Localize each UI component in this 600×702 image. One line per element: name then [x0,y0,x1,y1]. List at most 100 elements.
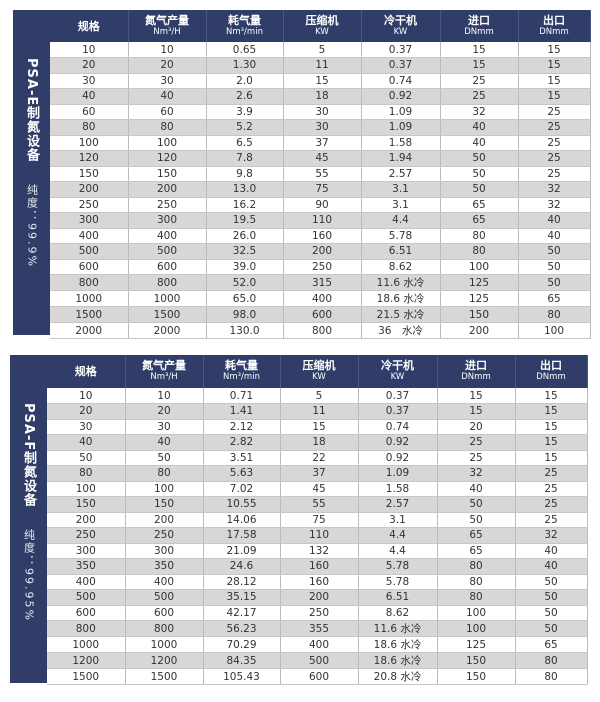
table-cell: 400 [280,636,359,653]
header-row: 规格 氮气产量 Nm³/H 耗气量 Nm³/min 压缩机 KW 冷干机 KW 进口 DNmm 出口 D… [47,355,588,388]
table-row: 500 500 32.5 200 6.51 80 50 [50,243,591,260]
table-cell: 315 [283,274,362,291]
table-cell: 37 [283,135,362,151]
table-cell: 1500 [128,306,207,323]
table-cell: 65 [437,527,516,544]
table-row: 10 10 0.65 5 0.37 15 15 [50,42,591,58]
table-cell: 150 [437,668,516,685]
psa-e-spec-table: PSA-E制氮设备 纯度：99.9% 规格 氮气产量 Nm³/H 耗气量 Nm³/min… [13,10,591,339]
table-cell: 15 [518,42,591,58]
table-cell: 800 [283,322,362,339]
table-cell: 50 [518,243,591,260]
table-cell: 6.51 [358,589,438,606]
table-cell: 18 [283,88,362,105]
table-cell: 1000 [128,290,207,307]
table-cell: 600 [47,605,126,621]
table-cell: 50 [437,496,516,513]
table-cell: 350 [125,558,204,575]
header-label: 出口 [543,13,565,27]
column-header: 氮气产量 Nm³/H [128,10,207,42]
table-cell: 40 [128,88,207,105]
table-row: 1000 1000 70.29 400 18.6 水冷 125 65 [47,636,588,653]
table-cell: 125 [440,290,519,307]
table-cell: 600 [50,259,129,275]
table-cell: 15 [515,450,588,466]
table-cell: 200 [125,512,204,528]
table-cell: 125 [440,274,519,291]
table-cell: 300 [128,212,207,229]
column-header: 冷干机 KW [358,355,438,388]
table-cell: 1.58 [358,481,438,497]
table-cell: 10 [47,388,126,404]
table-cell: 0.37 [358,388,438,404]
table-cell: 15 [280,419,359,435]
table-cell: 50 [125,450,204,466]
table-cell: 600 [280,668,359,685]
table-cell: 110 [283,212,362,229]
table-cell: 25 [515,496,588,513]
header-unit: DNmm [536,372,566,382]
table-cell: 30 [50,73,129,89]
table-cell: 400 [125,574,204,590]
table-cell: 45 [280,481,359,497]
table-cell: 200 [50,181,129,198]
table-cell: 17.58 [203,527,281,544]
table-cell: 42.17 [203,605,281,621]
column-header: 压缩机 KW [283,10,362,42]
table-cell: 800 [125,620,204,637]
table-cell: 130.0 [206,322,284,339]
table-cell: 21.5 水冷 [361,306,441,323]
table-cell: 21.09 [203,543,281,559]
table-cell: 75 [280,512,359,528]
table-cell: 200 [47,512,126,528]
table-cell: 10.55 [203,496,281,513]
table-cell: 32 [515,527,588,544]
table-cell: 8.62 [358,605,438,621]
table-cell: 11.6 水冷 [358,620,438,637]
table-cell: 25 [518,150,591,167]
table-cell: 150 [440,306,519,323]
table-cell: 7.8 [206,150,284,167]
table-cell: 400 [50,228,129,244]
table-cell: 45 [283,150,362,167]
header-label: 压缩机 [302,359,336,372]
table-row: 300 300 19.5 110 4.4 65 40 [50,212,591,229]
table-row: 500 500 35.15 200 6.51 80 50 [47,589,588,606]
table-row: 30 30 2.0 15 0.74 25 15 [50,73,591,89]
table-cell: 200 [128,181,207,198]
table-cell: 8.62 [361,259,441,275]
table-cell: 15 [518,57,591,74]
table-cell: 80 [440,228,519,244]
table-cell: 0.92 [358,450,438,466]
table-row: 20 20 1.30 11 0.37 15 15 [50,57,591,74]
header-label: 氮气产量 [145,13,189,27]
table-cell: 4.4 [361,212,441,229]
table-cell: 50 [515,574,588,590]
table-cell: 32 [440,104,519,120]
table-cell: 4.4 [358,543,438,559]
column-header: 氮气产量 Nm³/H [125,355,204,388]
table-cell: 50 [515,605,588,621]
table-cell: 84.35 [203,652,281,669]
table-cell: 150 [125,496,204,513]
table-cell: 15 [518,73,591,89]
column-header: 进口 DNmm [437,355,516,388]
table-cell: 11 [280,403,359,420]
table-row: 800 800 52.0 315 11.6 水冷 125 50 [50,274,591,291]
table-cell: 10 [128,42,207,58]
table-row: 60 60 3.9 30 1.09 32 25 [50,104,591,120]
table-cell: 80 [437,589,516,606]
table-row: 120 120 7.8 45 1.94 50 25 [50,150,591,167]
table-cell: 22 [280,450,359,466]
table-cell: 400 [283,290,362,307]
table-row: 150 150 10.55 55 2.57 50 25 [47,496,588,513]
table-cell: 3.51 [203,450,281,466]
table-cell: 25 [440,88,519,105]
table-cell: 2.6 [206,88,284,105]
table-cell: 20 [50,57,129,74]
table-cell: 150 [437,652,516,669]
side-label: PSA-E制氮设备 纯度：99.9% [13,10,50,335]
header-unit: Nm³/min [226,26,263,37]
table-cell: 20 [47,403,126,420]
table-row: 250 250 16.2 90 3.1 65 32 [50,197,591,213]
